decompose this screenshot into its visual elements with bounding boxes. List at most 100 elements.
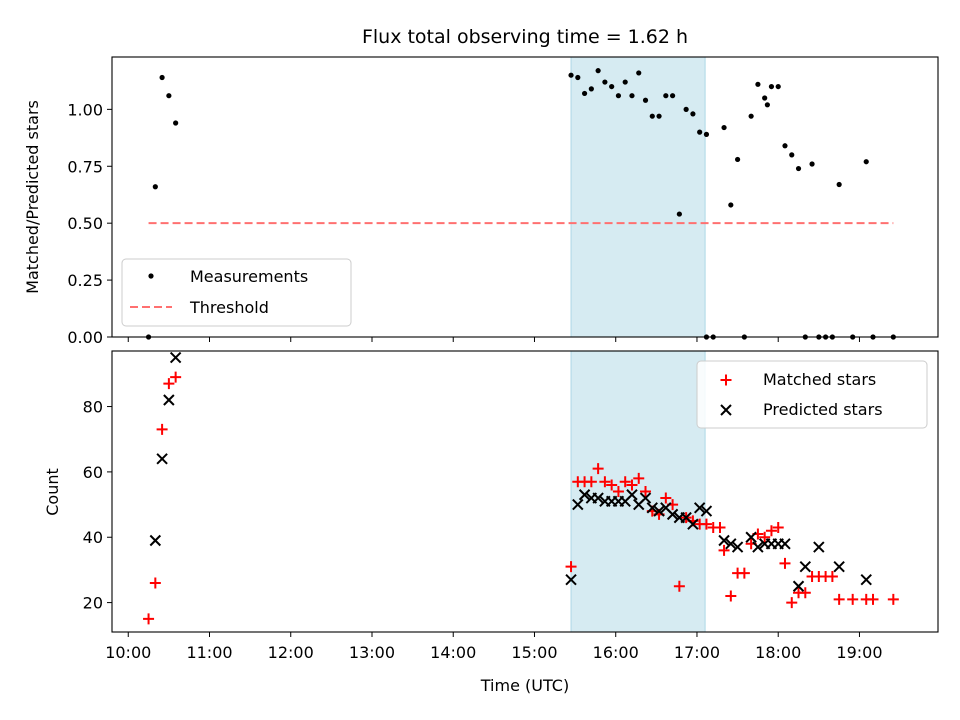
predicted-stars-point	[626, 489, 638, 501]
legend-matched-label: Matched stars	[763, 370, 876, 389]
bottom-legend-frame	[696, 360, 928, 429]
top-shaded-span	[570, 56, 706, 338]
bottom-y-tick-label: 60	[83, 463, 103, 482]
legend-predicted-label: Predicted stars	[763, 400, 883, 419]
predicted-stars-point	[693, 502, 706, 514]
measurement-point	[595, 68, 601, 74]
matched-stars-point	[718, 544, 730, 556]
measurement-point	[764, 102, 770, 108]
measurement-point	[755, 81, 761, 87]
measurement-point	[622, 79, 628, 85]
predicted-stars-point	[860, 574, 872, 586]
matched-stars-point	[565, 561, 577, 573]
predicted-stars-point	[779, 538, 791, 550]
matched-stars-point	[592, 463, 604, 475]
x-tick-label: 12:00	[268, 643, 314, 662]
measurement-point	[748, 113, 754, 119]
measurement-point	[636, 70, 642, 76]
legend-matched-marker	[720, 374, 732, 386]
measurement-point	[683, 106, 689, 112]
measurement-point	[789, 152, 795, 158]
bottom-legend: Matched stars Predicted stars	[696, 360, 928, 429]
x-tick-label: 11:00	[186, 643, 232, 662]
matched-stars-point	[738, 567, 750, 579]
bottom-shaded-span	[570, 350, 706, 633]
matched-stars-point	[673, 580, 685, 592]
matched-stars-point	[867, 593, 879, 605]
measurement-point	[568, 72, 574, 78]
matched-stars-point	[143, 613, 155, 625]
x-tick-label: 13:00	[349, 643, 395, 662]
measurement-point	[159, 74, 165, 81]
bottom-ticks-layer: 20 40 60 80 10:00 11:00 12:00 13:00 14:00 15:00 16…	[83, 398, 883, 662]
measurement-point	[703, 131, 710, 137]
bottom-y-tick-label: 80	[83, 398, 103, 417]
matched-stars-point	[156, 423, 168, 435]
legend-measurements-label: Measurements	[190, 267, 308, 286]
legend-threshold-label: Threshold	[189, 298, 269, 317]
measurement-point	[663, 93, 669, 99]
bottom-marks-layer	[143, 351, 899, 625]
matched-stars-point	[640, 486, 652, 497]
measurement-point	[575, 74, 581, 81]
predicted-stars-point	[687, 518, 699, 530]
measurement-point	[762, 95, 768, 101]
matched-stars-point	[660, 492, 672, 504]
measurement-point	[734, 156, 741, 163]
measurement-point	[669, 93, 676, 99]
measurement-point	[609, 83, 615, 90]
predicted-stars-point	[725, 538, 737, 550]
top-marks-layer	[145, 68, 896, 340]
measurement-point	[615, 93, 622, 99]
predicted-stars-point	[156, 453, 168, 465]
matched-stars-point	[765, 525, 777, 537]
matched-stars-point	[170, 371, 182, 383]
matched-stars-point	[626, 479, 638, 491]
predicted-stars-point	[752, 541, 764, 553]
bottom-panel: 20 40 60 80 10:00 11:00 12:00 13:00 14:00 15:00 16…	[43, 350, 939, 695]
measurement-point	[690, 111, 696, 117]
predicted-stars-point	[813, 541, 825, 553]
matched-stars-point	[585, 476, 597, 488]
measurement-point	[152, 184, 158, 190]
bottom-y-axis-label: Count	[43, 468, 62, 516]
measurement-point	[721, 124, 727, 131]
matched-stars-point	[725, 590, 737, 602]
top-y-tick-label: 0.75	[67, 157, 103, 176]
predicted-stars-point	[163, 394, 175, 406]
measurement-point	[676, 211, 682, 217]
x-tick-label: 15:00	[511, 643, 557, 662]
top-shaded-span-layer	[570, 56, 706, 338]
matched-stars-point	[612, 486, 624, 497]
matched-stars-point	[833, 593, 845, 605]
x-tick-label: 10:00	[105, 643, 151, 662]
bottom-axes-frame	[111, 350, 939, 633]
predicted-stars-point	[745, 531, 757, 543]
predicted-stars-point	[149, 534, 162, 547]
measurement-point	[775, 83, 781, 90]
measurement-point	[588, 86, 594, 92]
predicted-stars-point	[646, 502, 658, 514]
measurement-point	[581, 90, 588, 97]
matched-stars-point	[847, 593, 859, 605]
matched-stars-point	[619, 476, 631, 488]
x-tick-label: 17:00	[674, 643, 720, 662]
matched-stars-point	[799, 587, 811, 599]
matched-stars-point	[759, 531, 771, 543]
measurement-point	[809, 161, 815, 167]
measurement-point	[782, 143, 788, 149]
measurement-point	[697, 129, 703, 135]
top-y-tick-label: 0.50	[67, 214, 103, 233]
top-y-tick-label: 1.00	[67, 100, 103, 119]
matched-stars-point	[633, 472, 645, 484]
top-panel: 0.00 0.25 0.50 0.75 1.00 Matched/Predicted s…	[23, 56, 939, 347]
measurement-point	[602, 79, 608, 85]
x-axis-label: Time (UTC)	[480, 676, 569, 695]
predicted-stars-point	[578, 489, 591, 501]
matched-stars-point	[887, 593, 899, 605]
matched-stars-point	[599, 476, 611, 488]
measurement-point	[863, 159, 869, 165]
measurement-point	[642, 97, 649, 103]
legend-measurements-marker	[148, 273, 154, 279]
